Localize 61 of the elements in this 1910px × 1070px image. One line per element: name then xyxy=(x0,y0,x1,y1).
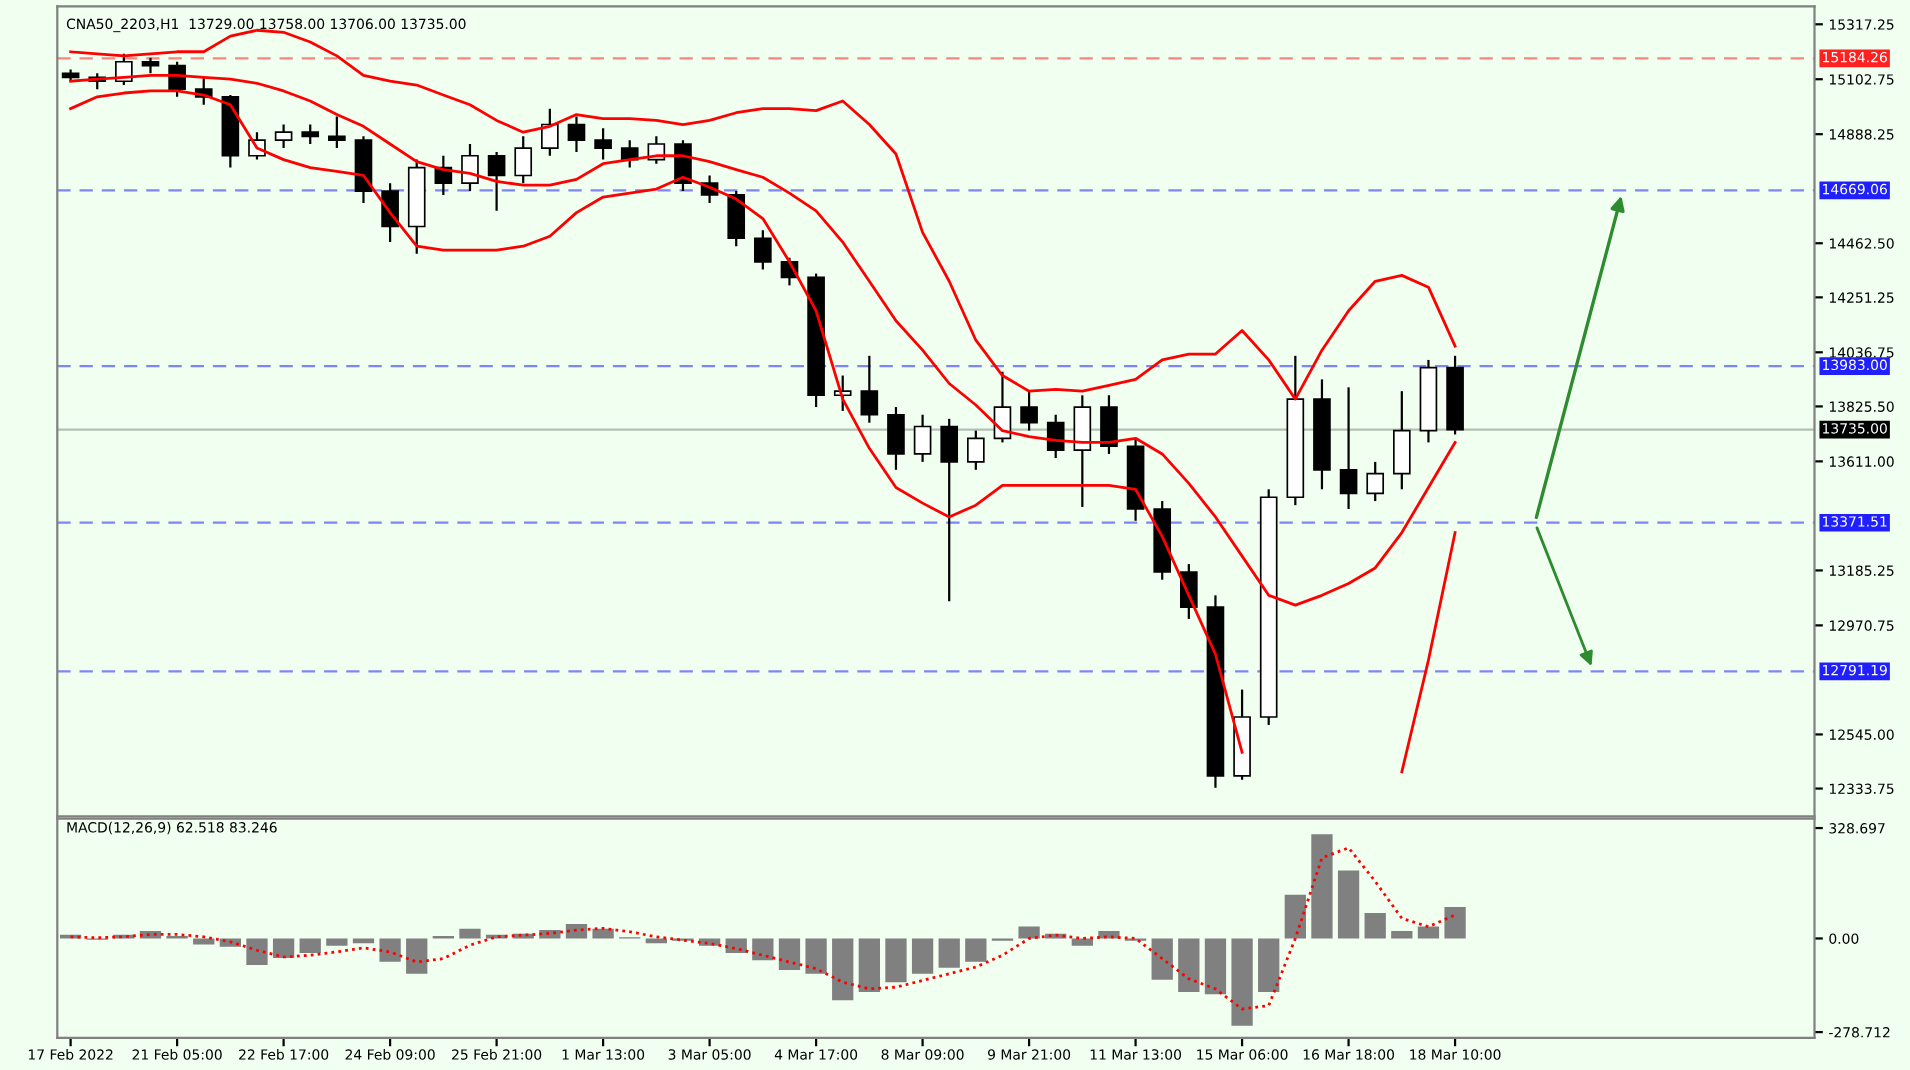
bar xyxy=(1311,834,1333,939)
candlestick xyxy=(860,354,879,424)
bar xyxy=(752,938,774,961)
bar xyxy=(938,938,960,968)
candlestick xyxy=(1020,390,1038,432)
bar xyxy=(1071,938,1093,946)
bar xyxy=(911,938,934,974)
candlestick xyxy=(1073,394,1092,509)
candlestick xyxy=(1393,390,1411,491)
line-series xyxy=(69,846,1457,1011)
candlestick xyxy=(567,115,586,154)
bar xyxy=(805,938,827,974)
bar xyxy=(352,938,375,944)
bar xyxy=(1178,938,1200,992)
candlestick xyxy=(301,123,320,146)
bar xyxy=(1284,894,1306,939)
bar xyxy=(193,938,215,945)
bar xyxy=(1444,906,1466,939)
bar xyxy=(246,938,268,966)
candlestick xyxy=(754,229,772,271)
bar xyxy=(885,938,907,983)
candlestick xyxy=(594,127,612,161)
bar xyxy=(272,938,295,958)
bar xyxy=(725,938,747,953)
bar xyxy=(1231,938,1253,1026)
candlestick xyxy=(274,123,293,150)
bar xyxy=(1364,912,1386,939)
line-series xyxy=(69,28,1457,401)
candlestick xyxy=(967,429,985,471)
bar xyxy=(1337,870,1360,939)
candlestick xyxy=(461,142,479,193)
bar xyxy=(1204,938,1227,995)
bar xyxy=(965,938,987,962)
bar xyxy=(592,928,614,939)
bar xyxy=(1151,938,1173,980)
candlestick xyxy=(541,107,559,157)
candlestick xyxy=(1046,413,1065,460)
candlestick xyxy=(328,115,346,150)
candlestick xyxy=(487,150,506,212)
bar xyxy=(1391,931,1413,939)
bar xyxy=(1258,938,1280,992)
candlestick xyxy=(833,374,852,413)
candlestick xyxy=(1366,460,1385,503)
candlestick xyxy=(1339,386,1358,511)
candlestick xyxy=(1100,394,1118,456)
bar xyxy=(858,938,880,992)
candlestick xyxy=(913,413,932,463)
bar xyxy=(406,938,428,974)
bar xyxy=(379,938,401,962)
bar xyxy=(299,938,321,953)
bar xyxy=(326,938,348,946)
candlestick xyxy=(887,405,905,471)
candlestick xyxy=(727,190,746,248)
bar xyxy=(832,938,854,1001)
bar xyxy=(459,928,481,939)
candlestick xyxy=(940,417,959,603)
bar xyxy=(1417,926,1440,939)
bar xyxy=(778,938,801,971)
bar xyxy=(1018,926,1040,939)
bar xyxy=(645,938,667,944)
candlestick xyxy=(514,135,533,185)
